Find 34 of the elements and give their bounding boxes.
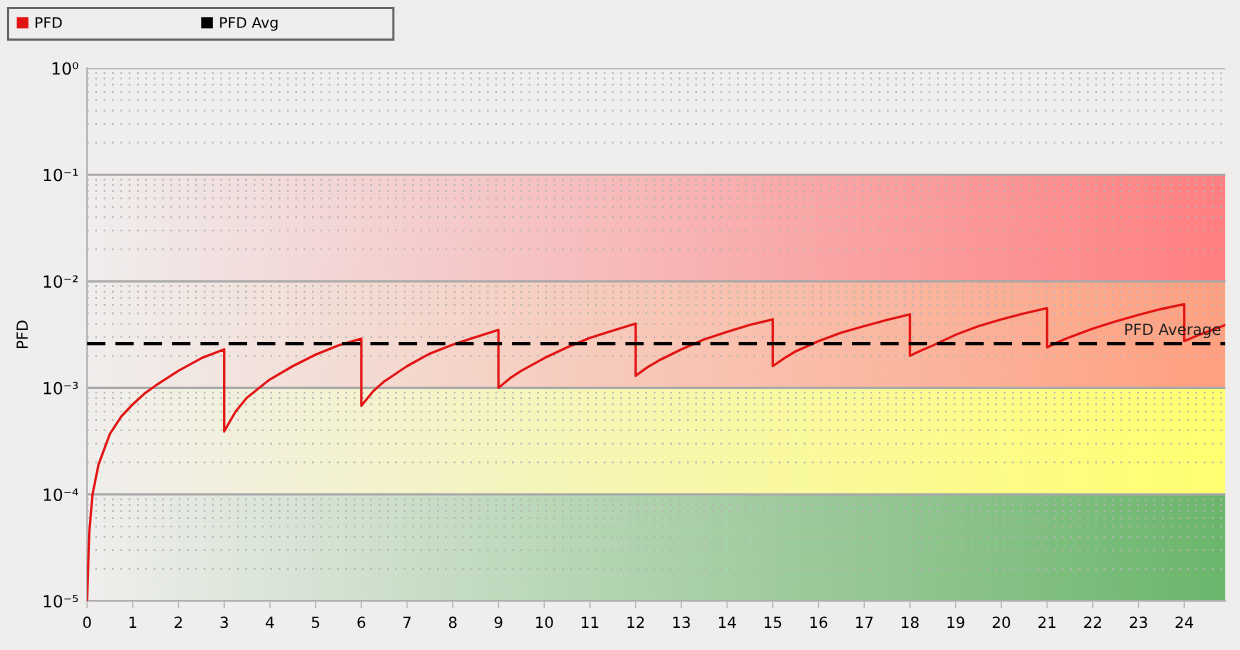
x-tick-label: 15	[764, 616, 782, 629]
x-tick-label: 10	[536, 616, 553, 629]
x-tick-label: 13	[673, 616, 690, 629]
x-tick-label: 5	[311, 616, 320, 629]
x-tick-label: 22	[1084, 616, 1101, 628]
x-tick-label: 2	[174, 616, 182, 628]
x-tick-label: 4	[265, 616, 274, 628]
x-tick-label: 18	[901, 616, 919, 629]
legend-label: PFD	[35, 17, 62, 28]
x-tick-label: 11	[581, 616, 599, 628]
x-tick-label: 8	[448, 616, 457, 629]
x-tick-label: 19	[947, 616, 965, 629]
x-tick-label: 14	[719, 616, 736, 628]
x-tick-label: 9	[494, 616, 503, 629]
x-tick-label: 20	[992, 616, 1011, 629]
x-tick-label: 6	[357, 616, 366, 629]
x-tick-label: 17	[856, 616, 873, 628]
y-tick-label: 10⁻⁵	[43, 594, 78, 608]
y-tick-label: 10⁻³	[43, 381, 78, 395]
x-tick-label: 16	[810, 616, 828, 629]
legend-label: PFD Avg	[220, 17, 278, 31]
y-axis-title: PFD	[16, 320, 28, 348]
y-tick-label: 10⁻²	[43, 275, 78, 288]
x-tick-label: 3	[220, 616, 228, 629]
y-tick-label: 10⁻⁴	[43, 488, 79, 501]
y-tick-label: 10⁰	[52, 62, 79, 75]
x-tick-label: 0	[83, 616, 91, 629]
x-tick-label: 12	[627, 616, 644, 628]
y-tick-label: 10⁻¹	[43, 168, 78, 182]
x-tick-label: 1	[129, 616, 137, 628]
x-tick-label: 7	[403, 616, 411, 628]
x-tick-label: 23	[1129, 616, 1147, 629]
x-tick-label: 21	[1038, 616, 1056, 628]
x-tick-label: 24	[1175, 616, 1194, 628]
